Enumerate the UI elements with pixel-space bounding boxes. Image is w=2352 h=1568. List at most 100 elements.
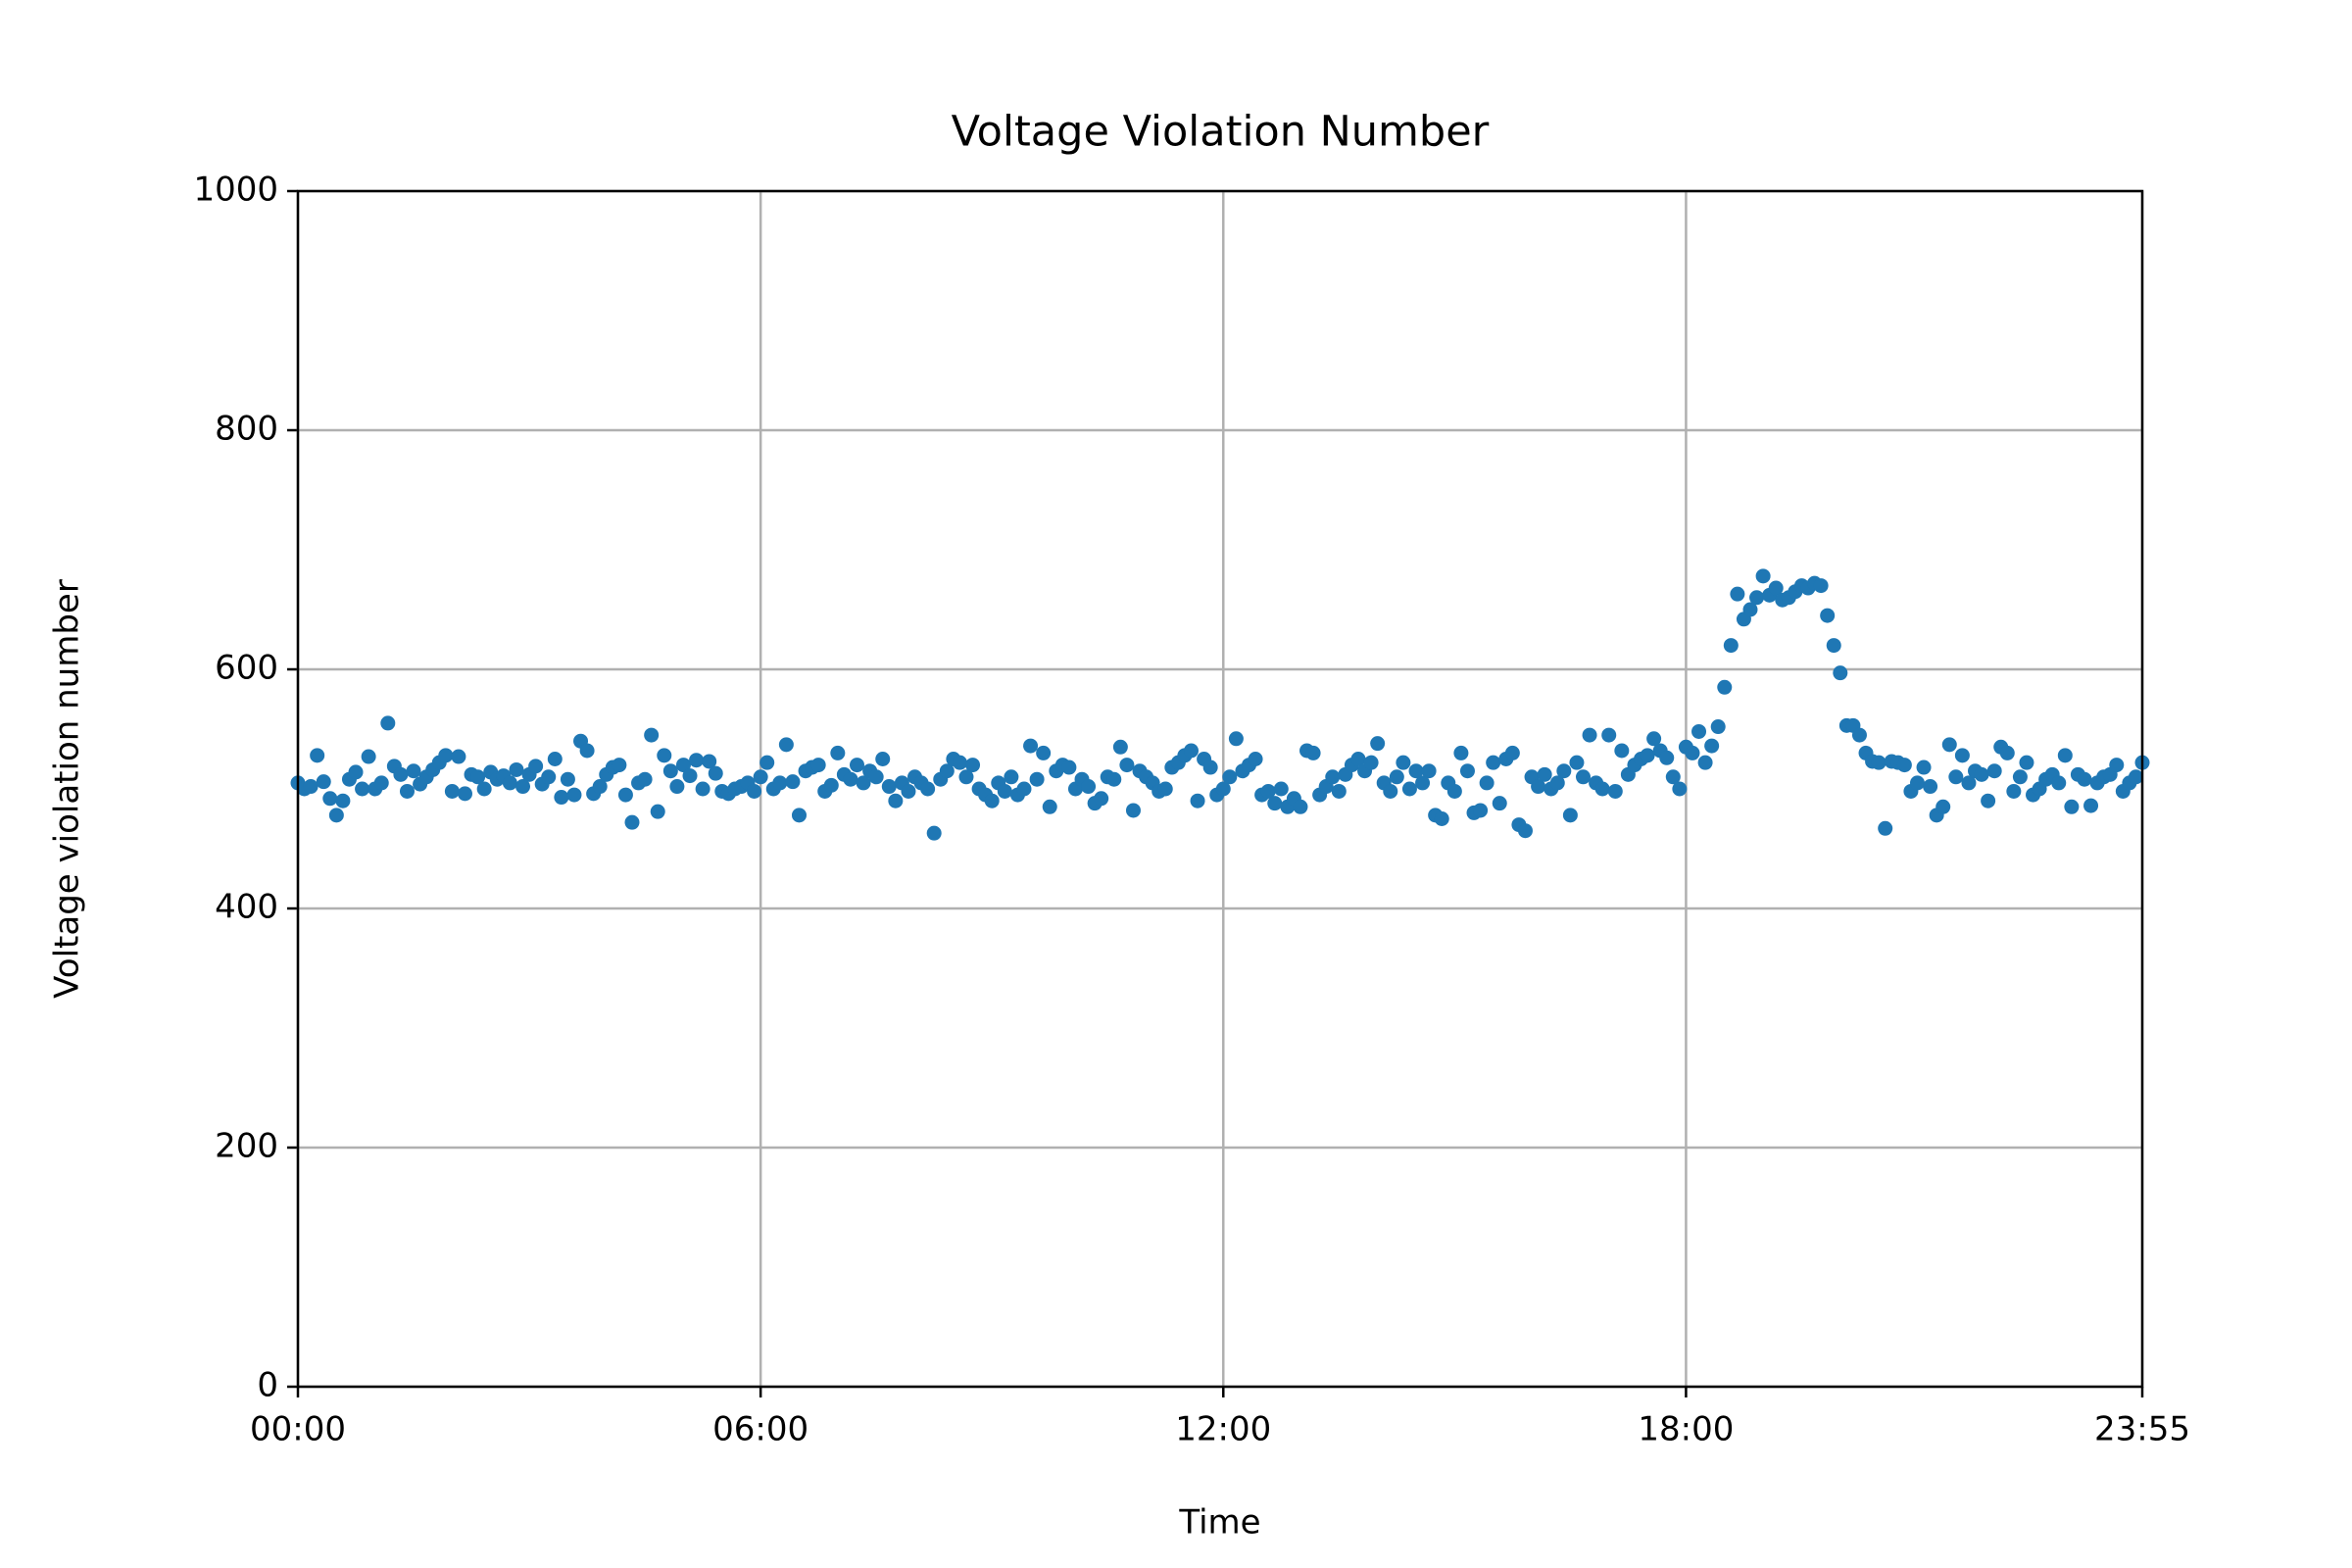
point (1434, 811, 1449, 826)
point (1222, 769, 1238, 785)
point (1531, 779, 1546, 795)
point (2012, 769, 2028, 785)
point (1125, 803, 1141, 818)
point (1614, 743, 1630, 759)
point (554, 790, 569, 806)
point (1936, 799, 1951, 814)
point (662, 763, 678, 779)
point (1659, 750, 1675, 765)
point (303, 779, 318, 795)
point (1453, 745, 1469, 760)
point (444, 783, 460, 799)
point (1081, 779, 1097, 795)
point (791, 808, 807, 823)
point (322, 791, 338, 807)
point (1119, 758, 1135, 773)
point (1190, 793, 1205, 808)
point (1042, 799, 1057, 814)
point (637, 771, 653, 787)
point (1871, 755, 1886, 770)
point (1974, 766, 1989, 782)
chart-title: Voltage Violation Number (952, 108, 1490, 157)
point (657, 748, 672, 763)
point (669, 779, 685, 795)
point (612, 758, 627, 773)
point (1685, 745, 1700, 760)
point (1999, 745, 2015, 760)
x-tick-label: 00:00 (250, 1410, 346, 1449)
point (1421, 763, 1437, 779)
point (438, 748, 454, 763)
point (920, 781, 936, 797)
point (470, 769, 486, 785)
point (1370, 736, 1386, 752)
point (760, 755, 775, 770)
point (1331, 783, 1347, 799)
point (2128, 769, 2143, 785)
point (850, 758, 865, 773)
point (965, 758, 981, 773)
point (753, 769, 768, 785)
point (1401, 781, 1417, 797)
point (1749, 590, 1765, 606)
point (1396, 755, 1411, 770)
point (843, 771, 858, 787)
point (1215, 781, 1231, 797)
point (695, 781, 710, 797)
point (682, 768, 698, 784)
point (2064, 799, 2080, 814)
point (310, 748, 325, 763)
point (328, 808, 344, 823)
point (592, 779, 608, 795)
point (1492, 796, 1507, 811)
point (1697, 755, 1713, 770)
point (1723, 638, 1739, 654)
point (1909, 775, 1925, 791)
point (361, 749, 376, 764)
point (1459, 763, 1475, 779)
point (1569, 755, 1585, 770)
point (1851, 727, 1867, 743)
x-axis-label: Time (1178, 1503, 1260, 1543)
point (1923, 779, 1938, 795)
point (1325, 769, 1341, 785)
point (778, 737, 794, 753)
point (624, 814, 640, 830)
point (528, 759, 544, 774)
point (1202, 760, 1218, 775)
point (617, 787, 633, 803)
point (1948, 769, 1964, 785)
point (952, 755, 967, 770)
point (1601, 727, 1617, 743)
point (1755, 568, 1771, 584)
point (2051, 775, 2067, 791)
point (566, 787, 582, 803)
point (1023, 738, 1039, 754)
x-tick-label: 18:00 (1638, 1410, 1734, 1449)
point (373, 775, 389, 791)
point (926, 825, 942, 841)
point (1415, 775, 1431, 791)
point (406, 763, 421, 779)
point (810, 758, 826, 773)
point (1730, 586, 1745, 602)
point (1029, 771, 1045, 787)
point (1408, 763, 1424, 779)
point (1293, 799, 1308, 814)
point (1640, 748, 1655, 763)
point (335, 793, 351, 808)
point (509, 761, 524, 777)
point (1061, 760, 1077, 775)
point (689, 753, 705, 768)
point (1260, 783, 1276, 799)
point (1305, 745, 1321, 760)
point (1036, 745, 1052, 760)
point (644, 727, 660, 743)
point (1665, 769, 1681, 785)
y-tick-label: 400 (215, 888, 278, 927)
point (502, 775, 517, 791)
point (1607, 783, 1623, 799)
point (1446, 783, 1462, 799)
point (1981, 793, 1996, 808)
